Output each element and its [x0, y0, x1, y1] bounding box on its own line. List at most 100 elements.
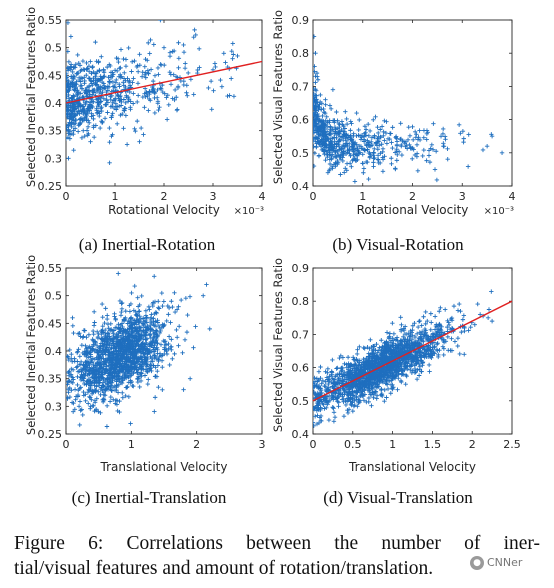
scatter-point — [137, 348, 143, 354]
scatter-point — [139, 371, 144, 376]
scatter-point — [88, 139, 93, 144]
scatter-point — [230, 41, 235, 46]
y-tick-label: 0.4 — [45, 345, 63, 358]
scatter-point — [352, 179, 358, 184]
scatter-point — [363, 383, 368, 389]
scatter-point — [106, 363, 111, 368]
scatter-point — [318, 418, 324, 423]
scatter-point — [142, 64, 148, 69]
scatter-point — [197, 65, 202, 70]
scatter-point — [423, 309, 428, 315]
scatter-point — [81, 111, 86, 117]
scatter-point — [440, 126, 446, 132]
scatter-point — [152, 395, 158, 400]
scatter-point — [75, 374, 80, 379]
scatter-point — [383, 343, 388, 348]
scatter-point — [155, 334, 160, 339]
scatter-point — [391, 331, 397, 337]
scatter-point — [336, 394, 341, 399]
scatter-point — [104, 403, 110, 409]
scatter-point — [419, 369, 424, 374]
scatter-point — [347, 397, 352, 402]
scatter-point — [73, 121, 78, 126]
scatter-point — [365, 381, 371, 386]
scatter-point — [213, 64, 218, 70]
y-tick-label: 0.6 — [292, 114, 310, 127]
scatter-point — [406, 331, 411, 336]
scatter-point — [123, 57, 129, 62]
scatter-point — [97, 67, 102, 73]
scatter-point — [176, 40, 181, 45]
scatter-point — [374, 369, 379, 375]
scatter-point — [81, 362, 86, 367]
scatter-point — [367, 155, 372, 160]
scatter-point — [313, 138, 316, 144]
scatter-point — [357, 360, 362, 365]
scatter-point — [335, 152, 341, 158]
scatter-point — [322, 406, 327, 411]
scatter-point — [421, 147, 427, 153]
scatter-point — [334, 366, 339, 371]
scatter-point — [71, 400, 76, 406]
scatter-point — [135, 118, 140, 124]
scatter-point — [314, 126, 319, 132]
scatter-point — [138, 125, 144, 131]
scatter-point — [318, 92, 323, 98]
scatter-point — [123, 113, 129, 118]
scatter-point — [128, 421, 133, 426]
scatter-point — [90, 328, 96, 334]
scatter-point — [399, 322, 404, 328]
scatter-point — [348, 374, 354, 379]
scatter-point — [120, 111, 125, 117]
scatter-point — [77, 422, 82, 428]
scatter-point — [313, 375, 317, 381]
scatter-point — [373, 114, 378, 119]
scatter-point — [410, 323, 416, 328]
scatter-point — [169, 337, 174, 342]
x-tick-label: 4 — [259, 190, 266, 203]
scatter-point — [143, 333, 148, 338]
scatter-point — [123, 84, 128, 90]
scatter-point — [410, 156, 415, 162]
scatter-point — [445, 157, 450, 162]
scatter-point — [126, 331, 132, 336]
scatter-point — [332, 125, 338, 130]
scatter-point — [172, 87, 178, 93]
scatter-point — [168, 320, 173, 325]
x-tick-label: 3 — [459, 190, 466, 203]
scatter-point — [332, 380, 338, 386]
scatter-series — [313, 289, 495, 429]
scatter-point — [101, 390, 107, 395]
scatter-point — [170, 356, 175, 362]
scatter-point — [99, 108, 104, 114]
scatter-point — [93, 373, 98, 378]
scatter-point — [398, 121, 403, 126]
scatter-point — [135, 379, 141, 385]
scatter-point — [100, 343, 105, 348]
scatter-point — [172, 309, 178, 315]
scatter-point — [327, 374, 332, 379]
scatter-point — [369, 135, 375, 140]
scatter-point — [121, 126, 126, 131]
scatter-point — [423, 321, 428, 327]
scatter-point — [331, 135, 337, 140]
scatter-point — [407, 133, 413, 139]
scatter-point — [183, 61, 188, 66]
scatter-point — [151, 316, 156, 321]
scatter-point — [76, 404, 82, 409]
scatter-point — [378, 127, 383, 132]
scatter-point — [138, 378, 144, 384]
scatter-point — [142, 91, 147, 96]
y-tick-label: 0.4 — [292, 428, 310, 441]
scatter-point — [375, 130, 381, 136]
scatter-point — [368, 377, 373, 383]
scatter-point — [436, 330, 442, 335]
scatter-point — [317, 415, 323, 420]
scatter-point — [102, 347, 108, 352]
scatter-point — [327, 152, 332, 158]
scatter-point — [402, 339, 407, 345]
scatter-point — [68, 34, 74, 39]
scatter-point — [176, 343, 181, 348]
scatter-point — [141, 132, 146, 137]
scatter-point — [410, 124, 415, 130]
